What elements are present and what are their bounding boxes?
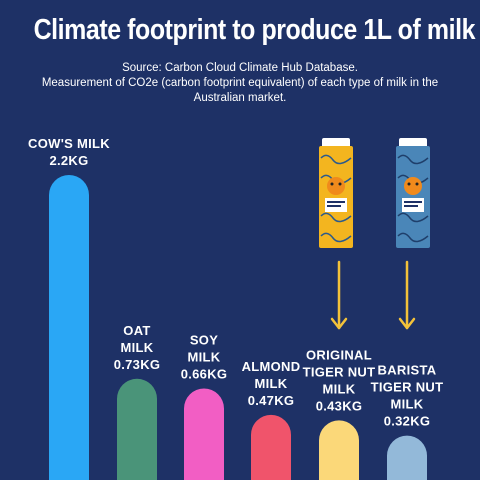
subtitle-line: Source: Carbon Cloud Climate Hub Databas… (122, 62, 358, 74)
barista-tiger-nut-carton-image (396, 138, 430, 248)
bar (319, 420, 359, 480)
bar (117, 378, 157, 480)
original-tiger-nut-carton-image (319, 138, 353, 248)
arrow-down-icon (330, 260, 348, 330)
category-label: BARISTA (378, 363, 437, 378)
category-label: MILK (391, 397, 424, 412)
category-label: COW'S MILK (28, 136, 110, 151)
category-label: ORIGINAL (306, 347, 372, 362)
bar (251, 414, 291, 480)
arrow-down-icon (398, 260, 416, 330)
subtitle-line: Australian market. (193, 92, 287, 104)
value-label: 0.47KG (248, 393, 295, 408)
category-label: SOY (190, 333, 218, 348)
category-label: OAT (123, 323, 150, 338)
value-label: 0.73KG (114, 357, 161, 372)
category-label: TIGER NUT (371, 380, 444, 395)
value-label: 0.66KG (181, 367, 228, 382)
value-label: 0.32KG (384, 414, 431, 429)
bar (49, 175, 89, 480)
chart-title: Climate footprint to produce 1L of milk (33, 14, 476, 46)
category-label: ALMOND (242, 359, 301, 374)
category-label: MILK (255, 376, 288, 391)
value-label: 2.2KG (49, 153, 88, 168)
category-label: MILK (121, 340, 154, 355)
bar (184, 388, 224, 480)
chart-subtitle: Source: Carbon Cloud Climate Hub Databas… (40, 61, 440, 106)
category-label: MILK (188, 350, 221, 365)
bar (387, 435, 427, 480)
value-label: 0.43KG (316, 398, 363, 413)
subtitle-line: Measurement of CO2e (carbon footprint eq… (41, 77, 439, 89)
category-label: TIGER NUT (303, 364, 376, 379)
category-label: MILK (323, 381, 356, 396)
